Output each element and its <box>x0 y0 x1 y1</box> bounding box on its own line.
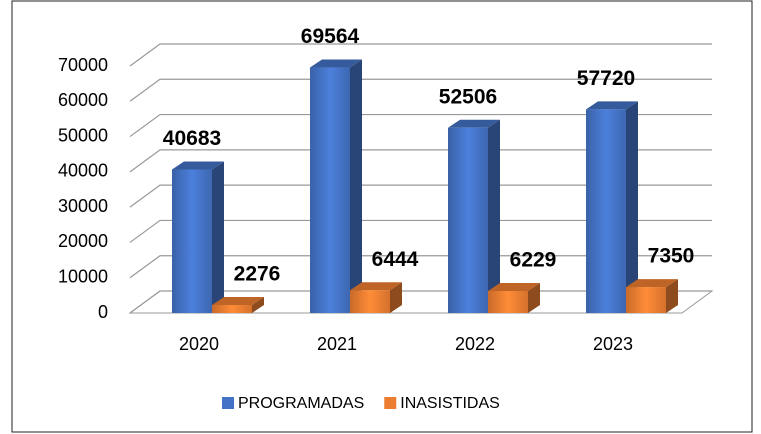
data-label: 52506 <box>439 85 497 108</box>
legend-label: PROGRAMADAS <box>238 395 364 412</box>
y-tick-label: 40000 <box>58 161 108 181</box>
legend-swatch <box>384 397 397 409</box>
bar-side <box>528 283 540 313</box>
data-label: 7350 <box>648 245 695 268</box>
x-tick-label: 2023 <box>593 334 633 354</box>
bar <box>626 287 666 313</box>
bar <box>310 67 350 314</box>
bar-top <box>626 279 678 288</box>
bar-top <box>212 296 264 305</box>
bar <box>488 291 528 313</box>
y-tick-label: 10000 <box>58 266 108 286</box>
grid-line <box>129 255 712 279</box>
grid-line <box>129 113 712 138</box>
grid-line <box>129 149 712 173</box>
legend-label: INASISTIDAS <box>400 395 500 412</box>
x-tick-label: 2021 <box>317 334 357 354</box>
bar <box>448 127 488 314</box>
y-tick-label: 70000 <box>58 55 108 75</box>
bar-side <box>252 296 264 313</box>
bar-top <box>586 101 638 110</box>
bar-side <box>212 161 224 313</box>
bar-side <box>666 279 678 313</box>
bar-top <box>310 59 362 68</box>
bar-side <box>626 101 638 313</box>
legend-swatch <box>222 397 234 409</box>
data-label: 6229 <box>510 249 557 272</box>
bar-side <box>488 119 500 314</box>
bar <box>212 304 252 313</box>
bar <box>172 169 212 313</box>
data-label: 2276 <box>234 263 281 286</box>
y-tick-label: 30000 <box>58 196 108 216</box>
y-tick-label: 50000 <box>58 125 108 145</box>
bar-top <box>488 283 540 292</box>
bar <box>586 109 626 313</box>
x-tick-label: 2020 <box>179 334 219 354</box>
bar-side <box>390 282 402 313</box>
grid-line <box>129 78 712 102</box>
bar <box>350 290 390 313</box>
y-tick-label: 60000 <box>58 90 108 110</box>
data-label: 40683 <box>163 127 221 150</box>
bar-side <box>350 59 362 314</box>
y-tick-label: 0 <box>98 302 108 322</box>
data-label: 57720 <box>577 67 635 90</box>
data-label: 6444 <box>372 248 419 271</box>
grid-line <box>129 184 712 208</box>
bar-top <box>172 161 224 170</box>
y-tick-label: 20000 <box>58 231 108 251</box>
bar-top <box>448 119 500 128</box>
chart-border <box>11 0 753 433</box>
grid-line <box>129 219 712 243</box>
data-label: 69564 <box>301 25 360 48</box>
x-tick-label: 2022 <box>455 334 495 354</box>
grid-line <box>129 43 712 67</box>
bar-top <box>350 282 402 291</box>
